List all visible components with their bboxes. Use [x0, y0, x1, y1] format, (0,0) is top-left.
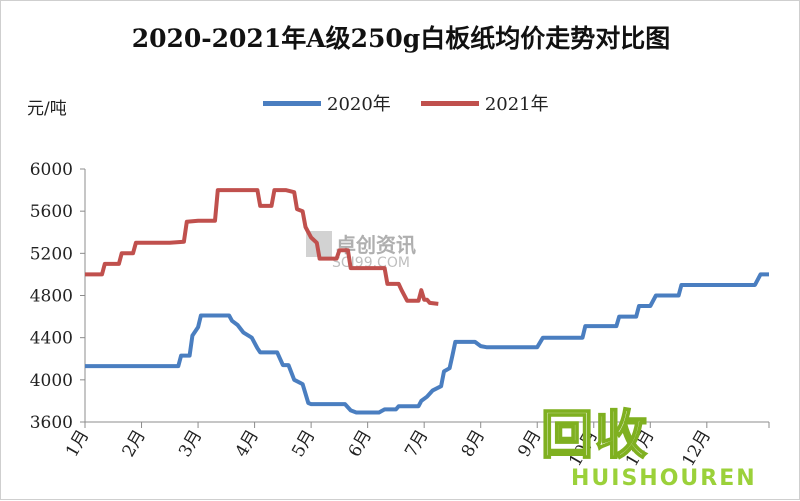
y-tick-label: 4800 — [30, 287, 73, 307]
corner-logo: 回收 — [540, 405, 650, 467]
legend-swatch-2021 — [420, 100, 479, 106]
y-tick-label: 3600 — [30, 413, 73, 433]
y-tick-label: 5600 — [30, 202, 73, 222]
legend-swatch-2020 — [263, 100, 321, 106]
series-line-2020 — [85, 272, 769, 415]
y-tick-label: 4400 — [30, 329, 73, 349]
x-tick-label: 4月 — [232, 427, 263, 461]
y-tick-label: 4000 — [30, 371, 73, 391]
corner-watermark: 回收 HUISHOUREN — [540, 405, 781, 496]
legend-label-2020: 2020年 — [327, 94, 391, 115]
x-tick-label: 3月 — [175, 427, 206, 461]
legend-item-2021: 2021年 — [420, 90, 549, 116]
x-tick-label: 8月 — [458, 427, 489, 461]
x-tick-label: 2月 — [119, 427, 150, 461]
x-tick-label: 7月 — [401, 427, 432, 461]
legend-label-2021: 2021年 — [484, 94, 549, 115]
y-tick-label: 5200 — [30, 244, 73, 264]
x-tick-label: 6月 — [345, 427, 376, 461]
legend-item-2020: 2020年 — [263, 90, 391, 116]
chart-title: 2020-2021年A级250g白板纸均价走势对比图 — [131, 24, 671, 53]
series-line-2021 — [85, 188, 439, 306]
y-tick-label: 6000 — [30, 160, 73, 180]
legend: 2020年 2021年 — [263, 91, 549, 115]
y-axis-unit: 元/吨 — [27, 99, 67, 119]
corner-logo-sub: HUISHOUREN — [571, 466, 757, 491]
x-tick-label: 5月 — [288, 427, 319, 461]
